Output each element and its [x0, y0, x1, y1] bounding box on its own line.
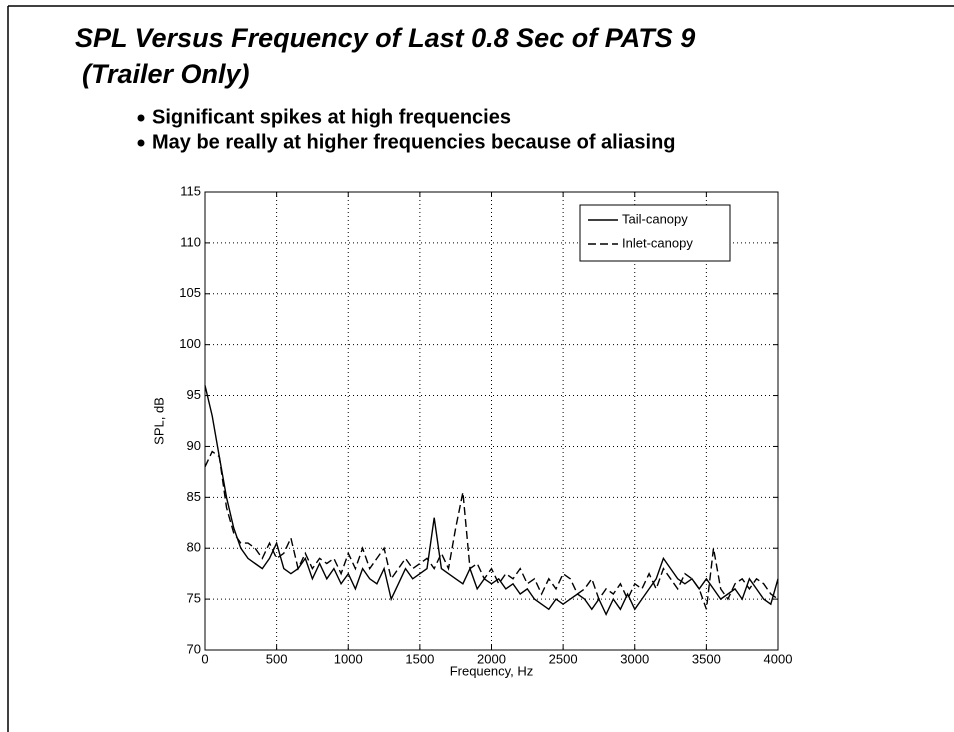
x-tick-label: 1500: [405, 651, 434, 666]
y-tick-label: 100: [179, 336, 201, 351]
bullet: Significant spikes at high frequencies: [152, 106, 511, 128]
x-tick-label: 2000: [477, 651, 506, 666]
y-tick-label: 70: [187, 641, 201, 656]
y-tick-label: 105: [179, 285, 201, 300]
y-axis-label: SPL, dB: [151, 397, 166, 445]
x-tick-label: 0: [201, 651, 208, 666]
y-tick-label: 75: [187, 591, 201, 606]
x-tick-label: 1000: [334, 651, 363, 666]
y-tick-label: 85: [187, 489, 201, 504]
x-tick-label: 4000: [764, 651, 793, 666]
x-tick-label: 2500: [549, 651, 578, 666]
y-tick-label: 90: [187, 438, 201, 453]
bullet: May be really at higher frequencies beca…: [152, 131, 676, 153]
y-tick-label: 80: [187, 540, 201, 555]
slide-title: SPL Versus Frequency of Last 0.8 Sec of …: [75, 23, 695, 53]
y-tick-label: 115: [180, 183, 201, 198]
legend-label: Tail-canopy: [622, 211, 688, 226]
x-axis-label: Frequency, Hz: [450, 663, 534, 678]
x-tick-label: 3000: [620, 651, 649, 666]
bullet-dot: [137, 139, 145, 147]
legend-box: [579, 204, 731, 262]
line-series: [204, 450, 779, 610]
x-tick-label: 500: [266, 651, 288, 666]
plot-frame: [204, 191, 779, 651]
line-series: [204, 385, 779, 617]
y-tick-label: 110: [180, 234, 201, 249]
legend-label: Inlet-canopy: [622, 235, 693, 250]
y-tick-label: 95: [187, 387, 201, 402]
slide-title: (Trailer Only): [82, 59, 250, 89]
bullet-dot: [137, 114, 145, 122]
x-tick-label: 3500: [692, 651, 721, 666]
